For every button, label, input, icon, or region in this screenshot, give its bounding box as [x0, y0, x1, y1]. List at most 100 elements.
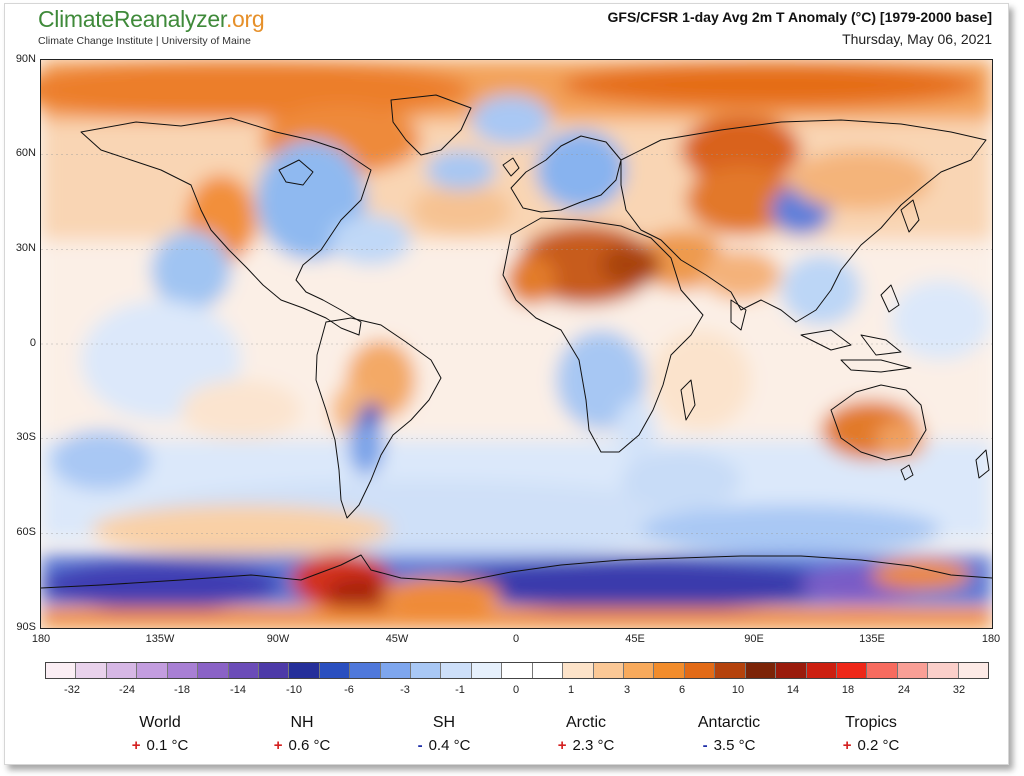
stat-value: 0.2 °C: [857, 737, 900, 754]
colorbar-label: -24: [119, 684, 135, 696]
lon-label-90w: 90W: [266, 633, 290, 645]
stat-value: 0.4 °C: [428, 737, 471, 754]
site-logo[interactable]: ClimateReanalyzer.org: [38, 6, 265, 33]
stat-sign: +: [131, 737, 141, 754]
colorbar-swatch: [897, 663, 929, 678]
colorbar-swatch: [867, 663, 898, 678]
lat-label-0: 0: [29, 337, 36, 349]
institution-subtitle: Climate Change Institute | University of…: [38, 35, 251, 47]
colorbar-swatch: [928, 663, 959, 678]
lon-label-90e: 90E: [744, 633, 764, 645]
colorbar-label: 18: [841, 684, 855, 696]
lat-label-30s: 30S: [16, 431, 36, 443]
lat-label-90n: 90N: [15, 53, 36, 65]
colorbar-swatch: [806, 663, 837, 678]
colorbar-swatch: [198, 663, 229, 678]
stat-sign: -: [702, 737, 708, 754]
colorbar-swatch: [563, 663, 594, 678]
anomaly-map-graphic: [41, 60, 992, 628]
colorbar-label: 3: [623, 684, 631, 696]
colorbar-swatch: [624, 663, 655, 678]
colorbar-swatch: [471, 663, 503, 678]
stat-name: Antarctic: [697, 714, 761, 731]
colorbar-label: -10: [286, 684, 302, 696]
lon-label-45w: 45W: [385, 633, 409, 645]
stat-sign: -: [417, 737, 423, 754]
stat-sh: SH -0.4 °C: [374, 714, 514, 754]
lon-label-180w: 180: [31, 633, 51, 645]
colorbar-swatch: [654, 663, 685, 678]
colorbar-label: 6: [678, 684, 686, 696]
stat-tropics: Tropics +0.2 °C: [801, 714, 941, 754]
colorbar-label: 0: [512, 684, 520, 696]
brand-part-3: .org: [225, 6, 265, 32]
lat-label-60n: 60N: [15, 147, 36, 159]
colorbar-label: 1: [567, 684, 575, 696]
colorbar-swatch: [441, 663, 472, 678]
lon-label-135e: 135E: [859, 633, 885, 645]
colorbar-label: -3: [400, 684, 410, 696]
stat-name: NH: [290, 714, 314, 731]
colorbar-label: -18: [174, 684, 190, 696]
stat-name: Tropics: [845, 714, 897, 731]
colorbar-label: -32: [64, 684, 80, 696]
stat-value: 2.3 °C: [572, 737, 615, 754]
colorbar-swatch: [958, 663, 989, 678]
stat-sign: +: [557, 737, 567, 754]
stat-value: 3.5 °C: [713, 737, 756, 754]
colorbar-swatch: [411, 663, 442, 678]
anomaly-field: [41, 60, 992, 628]
coastlines: [41, 94, 992, 589]
colorbar-label: -6: [344, 684, 354, 696]
graticule: [41, 154, 992, 534]
brand-part-1: Climate: [38, 6, 114, 32]
colorbar-swatch: [715, 663, 746, 678]
lon-label-0: 0: [512, 633, 520, 645]
colorbar-swatch: [776, 663, 807, 678]
colorbar-swatch: [502, 663, 533, 678]
lat-label-60s: 60S: [16, 526, 36, 538]
stat-value: 0.6 °C: [288, 737, 331, 754]
lon-label-135w: 135W: [145, 633, 175, 645]
stat-antarctic: Antarctic -3.5 °C: [659, 714, 799, 754]
stat-name: SH: [432, 714, 456, 731]
colorbar-swatch: [106, 663, 138, 678]
colorbar-swatch: [258, 663, 290, 678]
lat-label-30n: 30N: [15, 242, 36, 254]
stat-arctic: Arctic +2.3 °C: [516, 714, 656, 754]
colorbar-label: -1: [455, 684, 465, 696]
stat-world: World +0.1 °C: [90, 714, 230, 754]
colorbar-swatch: [46, 663, 77, 678]
colorbar-swatch: [289, 663, 320, 678]
colorbar-swatch: [167, 663, 199, 678]
colorbar: [45, 662, 989, 679]
colorbar-label: 32: [952, 684, 966, 696]
lon-label-180e: 180: [981, 633, 1001, 645]
map-title: GFS/CFSR 1-day Avg 2m T Anomaly (°C) [19…: [607, 9, 993, 25]
stat-name: World: [139, 714, 181, 731]
colorbar-swatch: [350, 663, 381, 678]
stat-sign: +: [842, 737, 852, 754]
colorbar-swatch: [319, 663, 351, 678]
stat-name: Arctic: [566, 714, 606, 731]
colorbar-swatch: [836, 663, 868, 678]
brand-part-2: Reanalyzer: [113, 6, 226, 32]
lon-label-45e: 45E: [625, 633, 645, 645]
map-date: Thursday, May 06, 2021: [842, 31, 992, 47]
colorbar-swatch: [593, 663, 625, 678]
colorbar-label: 24: [897, 684, 911, 696]
stat-sign: +: [273, 737, 283, 754]
colorbar-swatch: [137, 663, 168, 678]
colorbar-label: 14: [786, 684, 800, 696]
anomaly-map: [40, 59, 993, 629]
colorbar-label: -14: [230, 684, 246, 696]
lat-label-90s: 90S: [16, 621, 36, 633]
colorbar-swatch: [76, 663, 107, 678]
colorbar-swatch: [380, 663, 412, 678]
colorbar-swatch: [745, 663, 777, 678]
stat-value: 0.1 °C: [146, 737, 189, 754]
colorbar-swatch: [684, 663, 716, 678]
stat-nh: NH +0.6 °C: [232, 714, 372, 754]
colorbar-label: 10: [731, 684, 745, 696]
colorbar-swatch: [228, 663, 259, 678]
